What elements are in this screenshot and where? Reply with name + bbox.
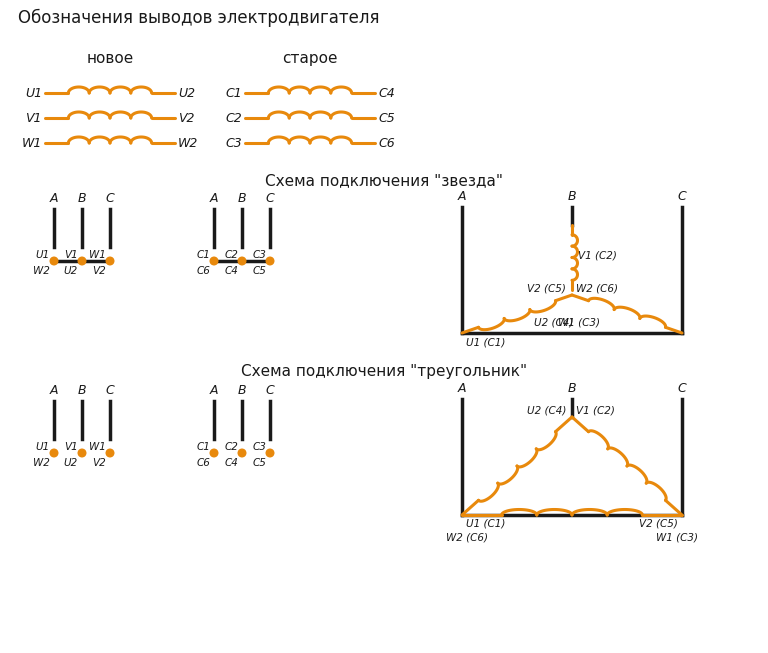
Text: W2: W2 [178, 136, 198, 150]
Circle shape [238, 449, 246, 457]
Text: A: A [50, 192, 58, 205]
Text: старое: старое [283, 50, 338, 65]
Text: A: A [210, 384, 218, 397]
Text: W1: W1 [89, 442, 106, 452]
Text: C5: C5 [252, 266, 266, 276]
Text: U2: U2 [64, 458, 78, 468]
Text: A: A [50, 384, 58, 397]
Text: C1: C1 [196, 442, 210, 452]
Text: C6: C6 [196, 458, 210, 468]
Text: B: B [568, 382, 576, 395]
Text: U1: U1 [36, 442, 50, 452]
Text: B: B [78, 192, 86, 205]
Text: V1: V1 [25, 112, 42, 125]
Text: Схема подключения "треугольник": Схема подключения "треугольник" [241, 364, 527, 379]
Text: C5: C5 [378, 112, 395, 125]
Text: W1: W1 [22, 136, 42, 150]
Text: B: B [568, 190, 576, 203]
Text: U2: U2 [178, 86, 195, 99]
Text: U1 (C1): U1 (C1) [466, 337, 505, 347]
Text: C5: C5 [252, 458, 266, 468]
Text: новое: новое [86, 50, 134, 65]
Text: C6: C6 [378, 136, 395, 150]
Text: V1: V1 [65, 250, 78, 260]
Text: A: A [210, 192, 218, 205]
Text: V2 (C5): V2 (C5) [527, 283, 566, 293]
Text: C: C [106, 192, 114, 205]
Text: C2: C2 [224, 442, 238, 452]
Text: W1 (C3): W1 (C3) [656, 533, 698, 543]
Text: C: C [106, 384, 114, 397]
Text: C4: C4 [378, 86, 395, 99]
Text: C3: C3 [225, 136, 242, 150]
Text: U2 (C4): U2 (C4) [534, 317, 574, 327]
Circle shape [210, 449, 218, 457]
Text: Обозначения выводов электродвигателя: Обозначения выводов электродвигателя [18, 9, 379, 27]
Text: V2: V2 [92, 458, 106, 468]
Text: U1: U1 [25, 86, 42, 99]
Text: U2 (C4): U2 (C4) [527, 405, 566, 415]
Text: B: B [78, 384, 86, 397]
Text: W2 (C6): W2 (C6) [446, 533, 488, 543]
Circle shape [78, 449, 86, 457]
Text: U1 (C1): U1 (C1) [466, 519, 505, 529]
Text: C4: C4 [224, 458, 238, 468]
Text: U2: U2 [64, 266, 78, 276]
Text: W1: W1 [89, 250, 106, 260]
Text: C6: C6 [196, 266, 210, 276]
Text: C: C [266, 192, 274, 205]
Text: V1 (C2): V1 (C2) [576, 405, 615, 415]
Text: V2 (C5): V2 (C5) [639, 519, 678, 529]
Text: C1: C1 [225, 86, 242, 99]
Text: C2: C2 [224, 250, 238, 260]
Text: W2 (C6): W2 (C6) [576, 283, 618, 293]
Text: W2: W2 [33, 266, 50, 276]
Text: C2: C2 [225, 112, 242, 125]
Circle shape [266, 257, 274, 265]
Text: W2: W2 [33, 458, 50, 468]
Text: C1: C1 [196, 250, 210, 260]
Text: C3: C3 [252, 250, 266, 260]
Text: U1: U1 [36, 250, 50, 260]
Circle shape [50, 449, 58, 457]
Circle shape [266, 449, 274, 457]
Text: V1: V1 [65, 442, 78, 452]
Text: C3: C3 [252, 442, 266, 452]
Circle shape [78, 257, 86, 265]
Text: V2: V2 [92, 266, 106, 276]
Text: A: A [458, 190, 466, 203]
Text: C: C [677, 382, 687, 395]
Text: A: A [458, 382, 466, 395]
Text: V2: V2 [178, 112, 194, 125]
Text: C: C [266, 384, 274, 397]
Text: Схема подключения "звезда": Схема подключения "звезда" [265, 174, 503, 189]
Text: V1 (C2): V1 (C2) [578, 250, 617, 260]
Text: W1 (C3): W1 (C3) [558, 317, 600, 327]
Circle shape [238, 257, 246, 265]
Circle shape [106, 257, 114, 265]
Text: B: B [237, 384, 247, 397]
Circle shape [210, 257, 218, 265]
Text: C4: C4 [224, 266, 238, 276]
Text: B: B [237, 192, 247, 205]
Text: C: C [677, 190, 687, 203]
Circle shape [106, 449, 114, 457]
Circle shape [50, 257, 58, 265]
